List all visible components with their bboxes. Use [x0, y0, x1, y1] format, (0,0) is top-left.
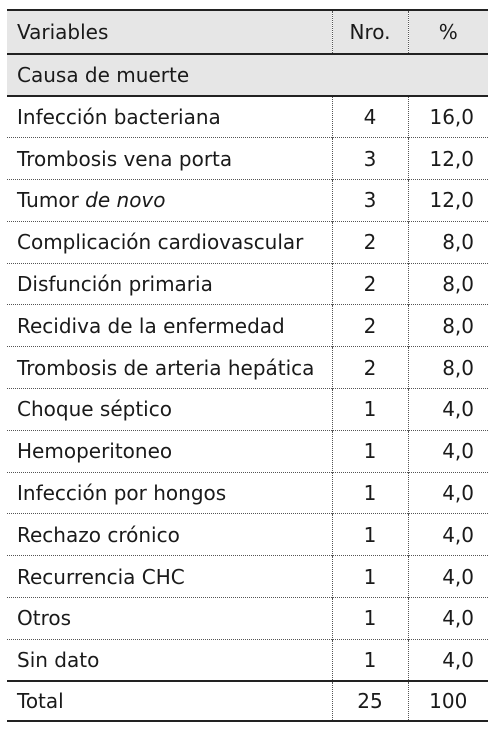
table-row: Trombosis de arteria hepática 2 8,0 [7, 346, 488, 389]
row-label-text: Recidiva de la enfermedad [17, 313, 285, 338]
row-percent: 4,0 [407, 472, 488, 514]
total-nro: 25 [331, 681, 408, 722]
row-nro: 3 [331, 179, 408, 222]
total-label: Total [17, 689, 64, 714]
row-label: Recurrencia CHC [7, 556, 332, 598]
row-label: Sin dato [7, 639, 332, 681]
table-row: Disfunción primaria 2 8,0 [7, 263, 488, 305]
row-nro: 2 [331, 221, 408, 264]
row-label-text: Tumor [17, 188, 86, 213]
row-percent: 12,0 [407, 137, 488, 180]
table-row: Complicación cardiovascular 2 8,0 [7, 221, 488, 264]
table-row: Hemoperitoneo 1 4,0 [7, 430, 488, 473]
row-label-text: Hemoperitoneo [17, 439, 173, 464]
total-percent: 100 [407, 681, 488, 722]
row-nro: 1 [331, 555, 408, 598]
row-nro: 2 [331, 304, 408, 347]
row-percent: 8,0 [407, 221, 488, 264]
row-nro: 1 [331, 430, 408, 473]
row-label: Tumor de novo [7, 180, 332, 222]
table-row: Recurrencia CHC 1 4,0 [7, 555, 488, 598]
table-row: Trombosis vena porta 3 12,0 [7, 137, 488, 180]
table-row: Rechazo crónico 1 4,0 [7, 513, 488, 556]
row-percent: 4,0 [407, 639, 488, 682]
section-title: Causa de muerte [17, 63, 190, 87]
row-percent: 4,0 [407, 430, 488, 473]
row-label: Complicación cardiovascular [7, 221, 332, 263]
row-percent: 16,0 [407, 96, 488, 138]
causes-of-death-table: Variables Nro. % Causa de muerte Infecci… [7, 9, 488, 722]
row-label-text: Rechazo crónico [17, 522, 180, 547]
table-row: Sin dato 1 4,0 [7, 639, 488, 682]
row-label: Otros [7, 598, 332, 640]
row-label: Rechazo crónico [7, 514, 332, 556]
row-label-italic: de novo [85, 188, 166, 213]
row-percent: 8,0 [407, 304, 488, 347]
row-label-text: Recurrencia CHC [17, 564, 185, 589]
row-percent: 4,0 [407, 597, 488, 640]
row-label: Hemoperitoneo [7, 430, 332, 472]
row-percent: 12,0 [407, 179, 488, 222]
total-row: Total 25 100 [7, 681, 488, 722]
row-percent: 8,0 [407, 263, 488, 305]
row-label-text: Sin dato [17, 648, 100, 672]
table-row: Infección bacteriana 4 16,0 [7, 96, 488, 138]
header-nro: Nro. [331, 10, 408, 54]
row-nro: 3 [331, 137, 408, 180]
row-percent: 4,0 [407, 388, 488, 431]
row-nro: 1 [331, 597, 408, 640]
causes-of-death-table-container: Variables Nro. % Causa de muerte Infecci… [7, 9, 488, 722]
row-nro: 2 [331, 346, 408, 389]
row-label: Recidiva de la enfermedad [7, 305, 332, 347]
row-label-text: Trombosis de arteria hepática [17, 355, 315, 380]
row-percent: 4,0 [407, 513, 488, 556]
row-label-text: Disfunción primaria [17, 272, 213, 297]
row-label: Choque séptico [7, 389, 332, 431]
table-header-row: Variables Nro. % [7, 10, 488, 54]
row-percent: 4,0 [407, 555, 488, 598]
row-label: Infección por hongos [7, 472, 332, 514]
table-row: Tumor de novo 3 12,0 [7, 179, 488, 222]
row-nro: 4 [331, 96, 408, 138]
row-label-text: Trombosis vena porta [17, 146, 233, 171]
row-label-text: Otros [17, 606, 72, 631]
row-nro: 1 [331, 513, 408, 556]
row-nro: 2 [331, 263, 408, 305]
table-row: Otros 1 4,0 [7, 597, 488, 640]
row-label: Trombosis vena porta [7, 138, 332, 180]
row-label: Trombosis de arteria hepática [7, 347, 332, 389]
row-percent: 8,0 [407, 346, 488, 389]
row-label-text: Infección por hongos [17, 481, 227, 506]
table-row: Choque séptico 1 4,0 [7, 388, 488, 431]
row-label-text: Choque séptico [17, 397, 172, 422]
header-percent: % [407, 10, 488, 54]
row-label: Disfunción primaria [7, 263, 332, 305]
row-nro: 1 [331, 388, 408, 431]
section-row: Causa de muerte [7, 54, 488, 96]
table-row: Infección por hongos 1 4,0 [7, 472, 488, 514]
header-variables: Variables [17, 20, 109, 44]
row-label-text: Complicación cardiovascular [17, 230, 304, 255]
table-row: Recidiva de la enfermedad 2 8,0 [7, 304, 488, 347]
row-label: Infección bacteriana [7, 96, 332, 138]
row-label-text: Infección bacteriana [17, 105, 221, 130]
row-nro: 1 [331, 472, 408, 514]
row-nro: 1 [331, 639, 408, 682]
